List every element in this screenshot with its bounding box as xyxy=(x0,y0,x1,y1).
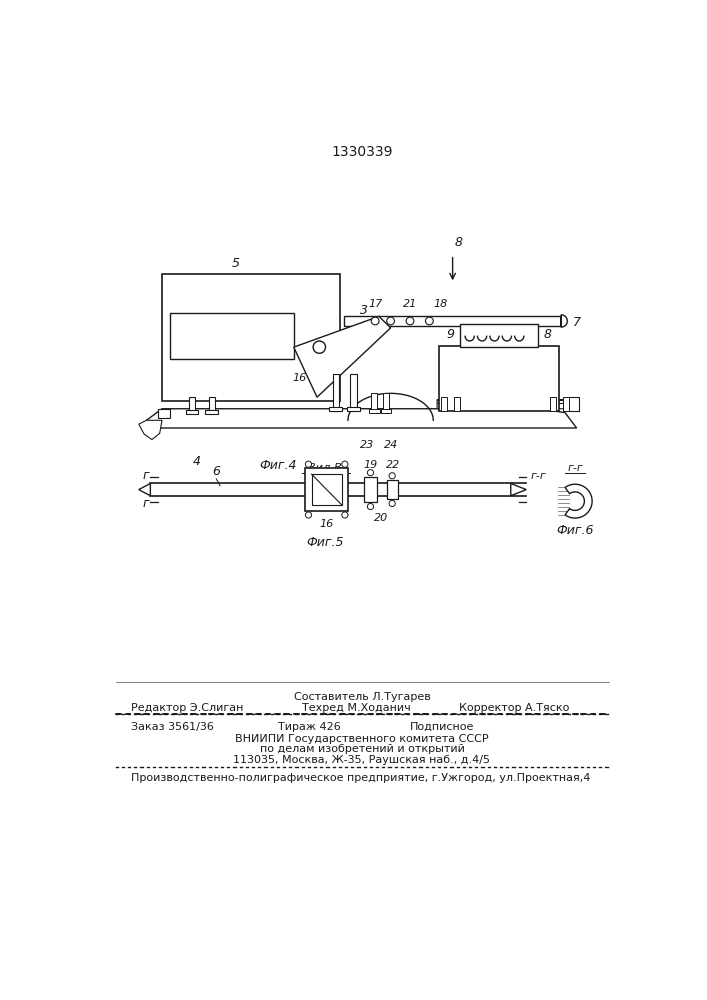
Circle shape xyxy=(341,512,348,518)
Text: 23: 23 xyxy=(361,440,375,450)
Text: Составитель Л.Тугарев: Составитель Л.Тугарев xyxy=(293,692,431,702)
Circle shape xyxy=(313,341,325,353)
FancyBboxPatch shape xyxy=(206,410,218,414)
Text: 19: 19 xyxy=(363,460,378,470)
FancyBboxPatch shape xyxy=(344,316,561,326)
Polygon shape xyxy=(437,400,577,409)
Circle shape xyxy=(368,470,373,476)
Polygon shape xyxy=(139,420,162,440)
Text: Техред М.Хoданич: Техред М.Хoданич xyxy=(301,703,410,713)
FancyBboxPatch shape xyxy=(567,397,579,411)
Text: 18: 18 xyxy=(434,299,448,309)
Text: 1330339: 1330339 xyxy=(331,145,392,159)
FancyBboxPatch shape xyxy=(329,407,341,411)
Text: 16: 16 xyxy=(292,373,306,383)
Text: 3: 3 xyxy=(359,304,368,317)
FancyBboxPatch shape xyxy=(351,374,356,411)
Text: г-г: г-г xyxy=(530,471,546,481)
Text: 7: 7 xyxy=(573,316,580,329)
Text: Фиг.6: Фиг.6 xyxy=(556,524,594,537)
Polygon shape xyxy=(565,484,592,518)
FancyBboxPatch shape xyxy=(438,346,559,411)
FancyBboxPatch shape xyxy=(371,393,378,413)
FancyBboxPatch shape xyxy=(383,393,389,413)
Circle shape xyxy=(341,461,348,467)
Text: Корректор А.Тяско: Корректор А.Тяско xyxy=(459,703,569,713)
Text: Фиг.5: Фиг.5 xyxy=(306,536,344,549)
Text: Заказ 3561/36: Заказ 3561/36 xyxy=(131,722,214,732)
FancyBboxPatch shape xyxy=(305,468,348,511)
Text: 5: 5 xyxy=(232,257,240,270)
Circle shape xyxy=(371,317,379,325)
Text: ВНИИПИ Государственного комитета СССР: ВНИИПИ Государственного комитета СССР xyxy=(235,734,489,744)
Circle shape xyxy=(305,461,312,467)
FancyBboxPatch shape xyxy=(209,397,215,413)
Text: 22: 22 xyxy=(386,460,400,470)
FancyBboxPatch shape xyxy=(312,474,341,505)
Text: 8: 8 xyxy=(454,236,462,249)
FancyBboxPatch shape xyxy=(170,312,293,359)
Text: 17: 17 xyxy=(368,299,382,309)
Polygon shape xyxy=(139,483,151,496)
FancyBboxPatch shape xyxy=(563,397,569,411)
FancyBboxPatch shape xyxy=(387,480,398,499)
Circle shape xyxy=(406,317,414,325)
FancyBboxPatch shape xyxy=(186,410,199,414)
Text: 6: 6 xyxy=(220,331,228,344)
Text: 2: 2 xyxy=(479,375,488,388)
FancyBboxPatch shape xyxy=(454,397,460,411)
FancyBboxPatch shape xyxy=(158,409,170,418)
FancyBboxPatch shape xyxy=(363,477,378,502)
FancyBboxPatch shape xyxy=(380,409,392,413)
Text: 113035, Москва, Ж-35, Раушская наб., д.4/5: 113035, Москва, Ж-35, Раушская наб., д.4… xyxy=(233,755,491,765)
Circle shape xyxy=(305,512,312,518)
FancyBboxPatch shape xyxy=(549,397,556,411)
FancyBboxPatch shape xyxy=(369,409,380,413)
Polygon shape xyxy=(146,409,577,428)
Text: 6: 6 xyxy=(212,465,221,478)
Text: Тираж 426: Тираж 426 xyxy=(279,722,341,732)
Text: 9: 9 xyxy=(446,328,454,341)
FancyBboxPatch shape xyxy=(162,274,340,401)
Text: Фиг.4: Фиг.4 xyxy=(259,459,297,472)
FancyBboxPatch shape xyxy=(332,374,339,411)
Circle shape xyxy=(426,317,433,325)
Text: г-г: г-г xyxy=(567,463,583,473)
Text: Редактор Э.Слиган: Редактор Э.Слиган xyxy=(131,703,243,713)
Polygon shape xyxy=(510,483,526,496)
Text: г: г xyxy=(142,469,149,482)
Text: 4: 4 xyxy=(193,455,201,468)
FancyBboxPatch shape xyxy=(347,407,360,411)
Circle shape xyxy=(389,473,395,479)
Text: 16: 16 xyxy=(319,519,334,529)
Circle shape xyxy=(387,317,395,325)
Text: Подписное: Подписное xyxy=(410,722,474,732)
Circle shape xyxy=(389,500,395,507)
FancyBboxPatch shape xyxy=(441,397,448,411)
Polygon shape xyxy=(293,316,391,397)
Circle shape xyxy=(368,503,373,510)
Text: по делам изобретений и открытий: по делам изобретений и открытий xyxy=(259,744,464,754)
Text: 21: 21 xyxy=(403,299,417,309)
FancyBboxPatch shape xyxy=(189,397,195,413)
Text: 8: 8 xyxy=(544,328,552,341)
Text: 20: 20 xyxy=(374,513,388,523)
Text: г: г xyxy=(142,497,149,510)
Text: Производственно-полиграфическое предприятие, г.Ужгород, ул.Проектная,4: Производственно-полиграфическое предприя… xyxy=(131,773,590,783)
Text: Вид В: Вид В xyxy=(308,463,341,473)
Polygon shape xyxy=(561,315,567,327)
FancyBboxPatch shape xyxy=(460,324,538,347)
Text: 24: 24 xyxy=(383,440,398,450)
